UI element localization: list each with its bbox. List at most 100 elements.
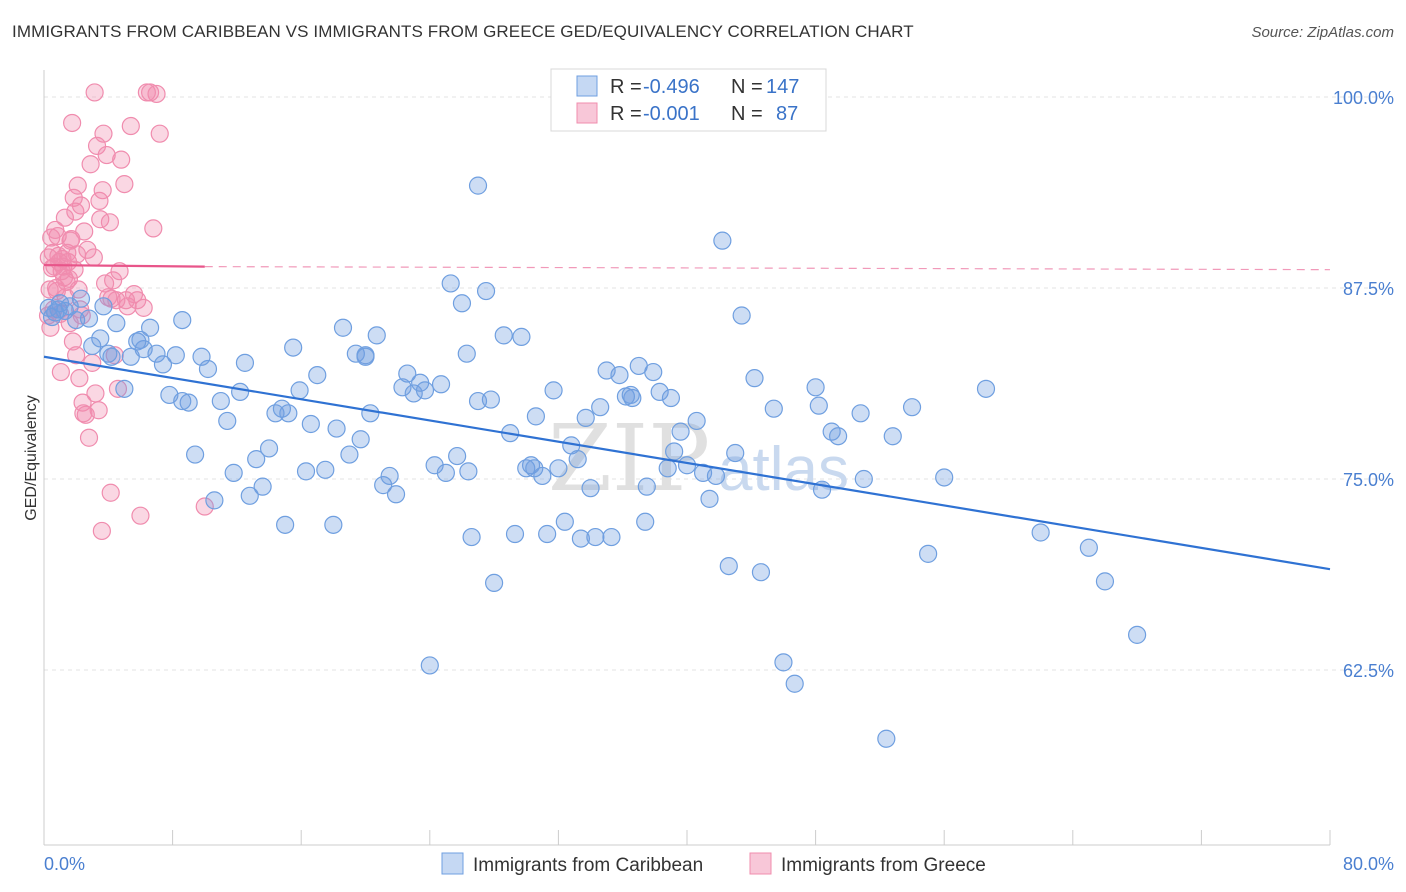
caribbean-point <box>147 344 166 363</box>
greece-points <box>38 83 214 541</box>
watermark-zip: ZIP <box>548 405 710 512</box>
caribbean-point <box>764 399 783 418</box>
caribbean-point <box>457 344 476 363</box>
caribbean-point <box>525 459 544 478</box>
caribbean-point <box>621 385 640 405</box>
y-tick-label: 100.0% <box>1333 88 1394 108</box>
greece-point <box>131 506 150 525</box>
greece-point <box>97 145 116 165</box>
caribbean-point <box>505 524 525 544</box>
stats-r-label-greece: R = <box>610 103 642 125</box>
caribbean-point <box>623 388 642 408</box>
greece-point <box>144 219 163 238</box>
caribbean-point <box>279 404 298 423</box>
greece-point <box>66 202 85 221</box>
caribbean-point <box>179 393 198 412</box>
y-tick-label: 87.5% <box>1343 279 1394 299</box>
caribbean-point <box>356 347 375 366</box>
chart-title: IMMIGRANTS FROM CARIBBEAN VS IMMIGRANTS … <box>12 22 914 41</box>
greece-point <box>95 274 115 293</box>
caribbean-point <box>374 476 393 495</box>
stats-n-value-caribbean: 147 <box>766 76 799 98</box>
greece-point <box>84 248 103 267</box>
caribbean-point <box>468 176 488 195</box>
greece-point <box>110 262 129 281</box>
caribbean-point <box>555 512 574 531</box>
greece-point <box>55 208 74 227</box>
caribbean-point <box>198 359 218 379</box>
caribbean-point <box>431 375 451 394</box>
caribbean-point <box>976 379 996 398</box>
caribbean-point <box>568 450 587 469</box>
caribbean-points <box>39 176 1147 748</box>
greece-point <box>150 124 169 143</box>
greece-point <box>101 483 120 502</box>
greece-point <box>86 384 105 403</box>
caribbean-point <box>851 404 870 423</box>
greece-point <box>51 362 70 382</box>
caribbean-point <box>806 378 825 397</box>
caribbean-point <box>586 527 605 547</box>
series-legend: Immigrants from Caribbean Immigrants fro… <box>441 852 986 876</box>
stats-n-label-caribbean: N = <box>731 76 763 98</box>
greece-point <box>121 116 140 136</box>
caribbean-point <box>591 398 610 417</box>
greece-point <box>67 245 87 264</box>
caribbean-point <box>700 489 719 508</box>
caribbean-point <box>107 314 126 333</box>
caribbean-point <box>436 463 455 482</box>
caribbean-point <box>333 318 353 337</box>
caribbean-point <box>173 391 192 411</box>
greece-point <box>79 428 99 447</box>
gridlines <box>44 96 1392 671</box>
x-tick-label-max: 80.0% <box>1343 854 1394 874</box>
caribbean-point <box>512 327 531 346</box>
caribbean-point <box>476 281 496 301</box>
caribbean-point <box>71 289 91 308</box>
caribbean-point <box>494 326 513 345</box>
caribbean-point <box>576 408 595 427</box>
caribbean-point <box>549 459 568 478</box>
greece-point <box>43 243 62 262</box>
caribbean-point <box>166 346 185 365</box>
caribbean-point <box>706 466 726 486</box>
greece-point <box>89 401 108 420</box>
caribbean-trend-line <box>43 355 1331 571</box>
caribbean-point <box>91 329 110 348</box>
caribbean-point <box>751 563 771 582</box>
series-legend-swatch-greece <box>749 852 772 875</box>
caribbean-point <box>253 477 272 496</box>
caribbean-point <box>247 450 266 469</box>
caribbean-point <box>131 330 150 350</box>
greece-point <box>85 83 104 102</box>
caribbean-point <box>301 414 320 434</box>
caribbean-point <box>115 379 134 398</box>
caribbean-point <box>79 309 99 328</box>
greece-point <box>75 222 94 241</box>
caribbean-point <box>677 456 697 475</box>
caribbean-point <box>205 491 224 510</box>
caribbean-point <box>102 347 121 366</box>
caribbean-point <box>719 556 738 576</box>
stats-legend: R = -0.496 N = 147 R = -0.001 N = 87 <box>550 68 827 132</box>
stats-n-value-greece: 87 <box>776 103 798 125</box>
caribbean-point <box>610 365 629 385</box>
caribbean-point <box>829 427 848 446</box>
greece-trend-line-extended <box>204 266 1331 271</box>
stats-legend-swatch-caribbean <box>576 75 598 97</box>
caribbean-point <box>521 456 541 475</box>
caribbean-point <box>367 326 386 345</box>
caribbean-point <box>259 439 279 458</box>
caribbean-point <box>308 365 327 385</box>
greece-point <box>94 124 113 143</box>
caribbean-point <box>809 396 828 415</box>
trend-lines <box>43 263 1331 571</box>
caribbean-point <box>602 527 621 547</box>
caribbean-point <box>883 427 902 446</box>
greece-point <box>63 332 83 351</box>
stats-r-value-greece: -0.001 <box>643 103 700 125</box>
greece-trend-line <box>43 263 205 268</box>
greece-point <box>147 84 166 104</box>
greece-point <box>67 346 86 365</box>
caribbean-point <box>713 231 732 250</box>
